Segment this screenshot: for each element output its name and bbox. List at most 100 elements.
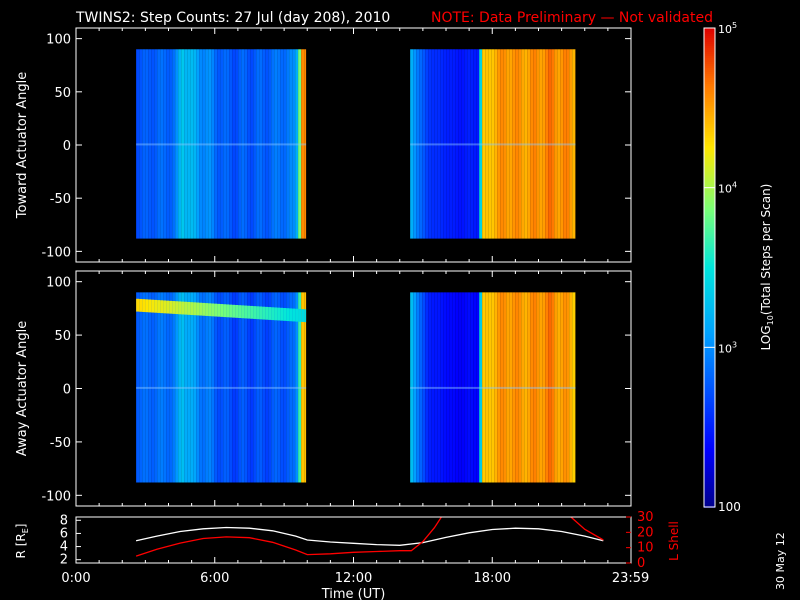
heatmap-strip [530, 49, 534, 239]
bright-band-strip [223, 304, 227, 318]
heatmap-strip [569, 292, 573, 483]
heatmap-strip [259, 49, 263, 239]
colorbar-segment [704, 140, 715, 142]
heatmap-strip [482, 292, 486, 483]
heatmap-strip [431, 49, 435, 239]
heatmap-strip [473, 49, 477, 239]
heatmap-strip [220, 49, 224, 239]
colorbar-segment [704, 334, 715, 336]
heatmap-strip [169, 49, 173, 239]
colorbar-label-rest: (Total Steps per Scan) [759, 184, 773, 316]
bright-band-strip [178, 301, 182, 315]
colorbar-segment [704, 164, 715, 166]
heatmap-strip [286, 292, 290, 483]
y-tick-label: 0 [63, 139, 71, 154]
heatmap-strip [437, 49, 441, 239]
colorbar-segment [704, 168, 715, 170]
bright-band-strip [247, 305, 251, 319]
colorbar-segment [704, 80, 715, 82]
heatmap-strip [211, 49, 215, 239]
bright-band-strip [256, 306, 260, 320]
heatmap-strip [470, 292, 474, 483]
colorbar-segment [704, 218, 715, 220]
colorbar-segment [704, 320, 715, 322]
heatmap-strip [226, 292, 230, 483]
heatmap-strip [443, 49, 447, 239]
heatmap-strip [521, 292, 525, 483]
bright-band-strip [241, 305, 245, 319]
colorbar-segment [704, 92, 715, 94]
heatmap-strip [530, 292, 534, 483]
colorbar-segment [704, 426, 715, 428]
colorbar-segment [704, 48, 715, 50]
heatmap-strip [539, 292, 543, 483]
heatmap-strip [491, 49, 495, 239]
heatmap-strip [202, 292, 206, 483]
heatmap-strip [542, 292, 546, 483]
colorbar-segment [704, 204, 715, 206]
heatmap-strip [193, 49, 197, 239]
heatmap-strip [187, 49, 191, 239]
colorbar-segment [704, 284, 715, 286]
heatmap-strip [470, 49, 474, 239]
colorbar-segment [704, 490, 715, 492]
colorbar-segment [704, 472, 715, 474]
bright-band-strip [265, 306, 269, 320]
colorbar-segment [704, 352, 715, 354]
heatmap-strip [250, 49, 254, 239]
heatmap-strip [413, 49, 417, 239]
heatmap-strip [572, 49, 576, 239]
colorbar-segment [704, 372, 715, 374]
bright-band-strip [172, 301, 176, 314]
heatmap-strip [524, 49, 528, 239]
colorbar-segment [704, 474, 715, 476]
colorbar-segment [704, 172, 715, 174]
colorbar-segment [704, 166, 715, 168]
colorbar-segment [704, 68, 715, 70]
colorbar-segment [704, 498, 715, 500]
heatmap-strip [139, 49, 143, 239]
heatmap-strip [419, 49, 423, 239]
colorbar-segment [704, 398, 715, 400]
colorbar-segment [704, 266, 715, 268]
colorbar-segment [704, 464, 715, 466]
heatmap-strip [497, 49, 501, 239]
colorbar-segment [704, 318, 715, 320]
y-tick-label: 100 [46, 276, 71, 291]
heatmap-strip [485, 49, 489, 239]
heatmap-strip [548, 49, 552, 239]
colorbar-segment [704, 336, 715, 338]
colorbar-segment [704, 112, 715, 114]
heatmap-strip [190, 49, 194, 239]
colorbar-segment [704, 246, 715, 248]
heatmap-strip [494, 49, 498, 239]
colorbar-segment [704, 444, 715, 446]
colorbar-segment [704, 450, 715, 452]
heatmap-strip [413, 292, 417, 483]
colorbar-segment [704, 402, 715, 404]
bright-band-strip [277, 307, 281, 321]
colorbar-segment [704, 86, 715, 88]
y-tick-label: -100 [41, 245, 71, 260]
colorbar-segment [704, 34, 715, 36]
heatmap-strip [482, 49, 486, 239]
orbit-series-line [135, 516, 442, 557]
colorbar-segment [704, 418, 715, 420]
colorbar-segment [704, 268, 715, 270]
heatmap-strip [205, 292, 209, 483]
colorbar-segment [704, 58, 715, 60]
heatmap-strip [292, 49, 296, 239]
colorbar-segment [704, 90, 715, 92]
left-y-tick-label: 8 [60, 513, 68, 528]
colorbar-tick-exponent: 3 [732, 340, 737, 349]
heatmap-strip [226, 49, 230, 239]
heatmap-strip [503, 292, 507, 483]
colorbar-tick-label: 103 [718, 340, 737, 355]
heatmap-strip [488, 292, 492, 483]
colorbar-segment [704, 98, 715, 100]
colorbar-segment [704, 400, 715, 402]
heatmap-strip [292, 292, 296, 483]
heatmap-strip [238, 49, 242, 239]
colorbar-segment [704, 136, 715, 138]
colorbar-segment [704, 32, 715, 34]
